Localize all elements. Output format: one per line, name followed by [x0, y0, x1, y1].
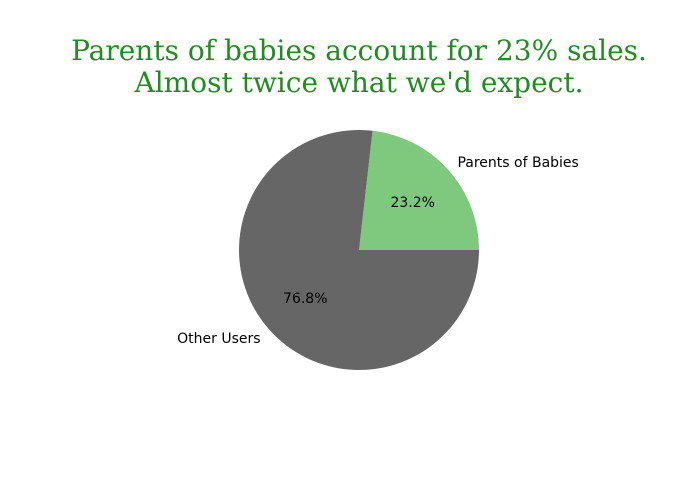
pie-slice-2: [239, 130, 479, 371]
pie-slices: [239, 130, 479, 371]
chart-title-line-2: Almost twice what we'd expect.: [133, 66, 583, 99]
pie-percent-label-1: 23.2%: [390, 195, 434, 211]
pie-category-label-2: Other Users: [177, 331, 260, 347]
pie-category-label-1: Parents of Babies: [457, 155, 578, 171]
chart-title-line-1: Parents of babies account for 23% sales.: [71, 34, 647, 67]
pie-labels: 23.2% Parents of Babies 76.8% Other Users: [177, 155, 579, 347]
pie-slice-1: [359, 130, 479, 250]
pie-percent-label-2: 76.8%: [283, 291, 327, 307]
